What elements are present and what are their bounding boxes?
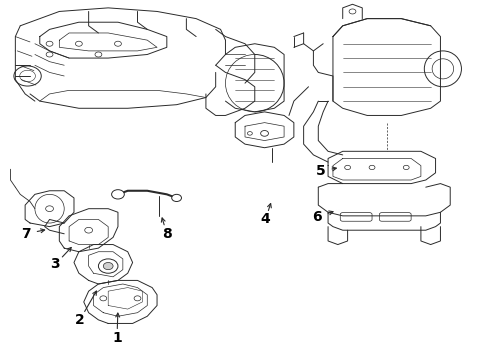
Circle shape [172,194,181,202]
Circle shape [46,206,53,212]
Circle shape [98,259,118,273]
Circle shape [103,262,113,270]
Circle shape [134,296,141,301]
Text: 8: 8 [162,227,171,241]
Circle shape [403,165,409,170]
Circle shape [112,190,124,199]
Text: 7: 7 [21,227,31,241]
Circle shape [261,131,269,136]
Circle shape [344,165,350,170]
Circle shape [85,227,93,233]
Circle shape [46,52,53,57]
Circle shape [369,165,375,170]
Circle shape [75,41,82,46]
Circle shape [115,41,122,46]
Circle shape [95,52,102,57]
Text: 1: 1 [112,331,122,345]
Text: 2: 2 [75,313,85,327]
Text: 4: 4 [261,212,270,226]
Circle shape [100,296,107,301]
Text: 3: 3 [50,257,60,271]
Circle shape [247,132,252,135]
Circle shape [46,41,53,46]
Circle shape [349,9,356,14]
Text: 5: 5 [316,164,326,178]
Text: 6: 6 [313,210,322,224]
